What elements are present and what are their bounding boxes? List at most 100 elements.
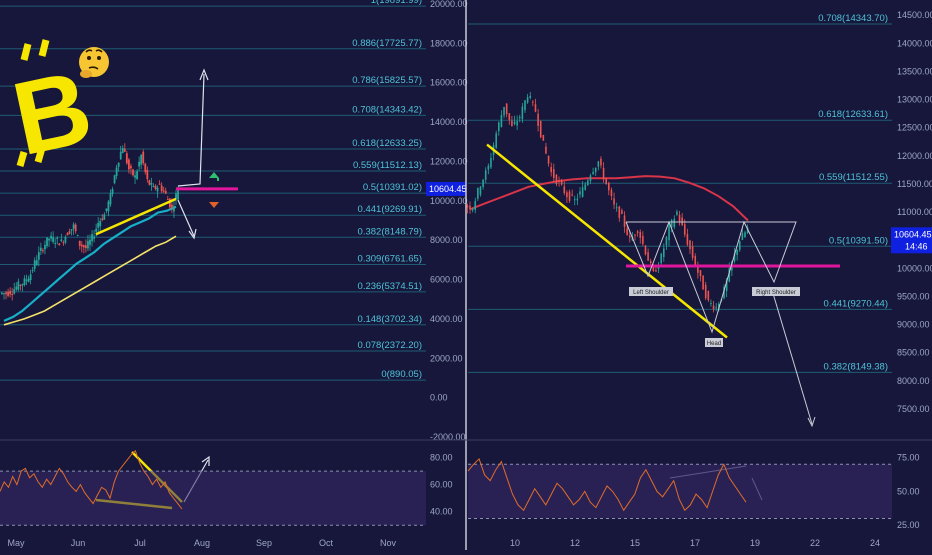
candle-body [148, 180, 151, 185]
candle-body [495, 133, 497, 148]
rsi-tick-label: 25.00 [897, 520, 920, 530]
time-tick-label: 17 [690, 538, 700, 548]
candle-body [615, 207, 618, 209]
candle-body [532, 101, 534, 103]
candle-body [663, 248, 665, 257]
candle-body [42, 250, 44, 252]
candle-body [597, 161, 600, 167]
candle-body [1, 292, 3, 294]
price-tick-label: 12000.00 [430, 156, 468, 166]
price-tick-label: 4000.00 [430, 314, 463, 324]
candle-body [482, 179, 484, 187]
candle-body [128, 159, 130, 170]
candle-body [177, 190, 179, 200]
rsi-band [0, 471, 426, 526]
candle-body [474, 200, 477, 210]
candle-body [72, 224, 75, 229]
fib-level-label: 0.236(5374.51) [358, 281, 422, 292]
candle-body [62, 242, 65, 244]
candle-body [487, 165, 490, 170]
candle-body [600, 158, 602, 166]
candle-body [70, 229, 73, 231]
left-shoulder-label: Left Shoulder [633, 290, 669, 296]
candle-body [93, 236, 95, 239]
candle-body [123, 148, 126, 152]
fib-level-label: 0.708(14343.42) [352, 104, 422, 115]
candle-body [146, 169, 149, 180]
candle-body [613, 198, 615, 205]
price-tick-label: 6000.00 [430, 275, 463, 285]
candle-body [587, 180, 589, 186]
down-marker-icon [209, 202, 219, 208]
price-tick-label: 12500.00 [897, 123, 932, 133]
candle-body [154, 185, 157, 189]
candle-body [168, 198, 171, 208]
fib-level-label: 0.382(8148.79) [358, 226, 422, 237]
candle-body [605, 178, 607, 185]
left-price-axis: 20000.00 18000.00 16000.00 14000.00 12000.00… [7, 0, 467, 548]
head-shoulders-outline [625, 220, 797, 334]
time-tick-label: Sep [256, 538, 272, 548]
candle-body [17, 281, 20, 290]
price-tick-label: 14000.00 [430, 117, 468, 127]
fib-level-label: 0.786(15825.57) [352, 75, 422, 86]
price-tick-label: 9000.00 [897, 320, 930, 330]
candle-body [628, 235, 631, 238]
candle-body [150, 182, 153, 185]
candle-body [109, 193, 112, 205]
price-tick-label: 12000.00 [897, 151, 932, 161]
candle-body [553, 169, 555, 178]
candle-body [710, 302, 712, 304]
candle-body [469, 205, 471, 210]
support-trendline [95, 197, 177, 236]
candle-body [644, 245, 647, 255]
candle-body [670, 219, 673, 228]
right-annotations: Left Shoulder Head Right Shoulder [486, 143, 840, 501]
candle-body [505, 103, 508, 115]
time-tick-label: Jul [134, 538, 146, 548]
candle-body [5, 292, 7, 295]
candle-body [162, 190, 165, 192]
candle-body [508, 113, 511, 120]
fib-level-label: 0.618(12633.61) [818, 109, 888, 120]
candle-body [152, 186, 155, 188]
bullish-path-arrow [177, 73, 205, 187]
candle-body [46, 237, 48, 247]
candle-body [164, 190, 167, 194]
candle-body [113, 175, 116, 184]
target-projection-arrow [771, 289, 813, 425]
candle-body [524, 100, 526, 111]
candle-body [25, 279, 28, 281]
candle-body [3, 293, 5, 295]
candle-body [142, 151, 145, 164]
candle-body [132, 169, 134, 176]
left-moving-averages [3, 205, 177, 326]
candle-body [513, 121, 516, 125]
candle-body [649, 261, 652, 263]
candle-body [581, 187, 584, 197]
candle-body [623, 215, 626, 227]
candle-body [610, 189, 613, 197]
candle-body [704, 284, 707, 299]
price-tick-label: 16000.00 [430, 78, 468, 88]
candle-body [471, 208, 474, 211]
candle-body [518, 117, 521, 119]
rsi-tick-label: 60.00 [430, 480, 453, 490]
rsi-tick-label: 50.00 [897, 486, 920, 496]
candle-body [19, 285, 22, 287]
candle-body [33, 260, 36, 269]
time-tick-label: 19 [750, 538, 760, 548]
fib-level-label: 0.148(3702.34) [358, 314, 422, 325]
candle-body [95, 228, 98, 232]
candle-body [117, 162, 120, 167]
current-price-tag [891, 227, 932, 254]
candle-body [82, 245, 85, 248]
moving-average-line [3, 235, 177, 326]
candle-body [27, 278, 30, 282]
candle-body [479, 186, 482, 195]
time-tick-label: 24 [870, 538, 880, 548]
candle-body [125, 153, 128, 164]
candle-body [52, 237, 55, 242]
time-tick-label: Aug [194, 538, 210, 548]
candle-body [534, 104, 537, 112]
